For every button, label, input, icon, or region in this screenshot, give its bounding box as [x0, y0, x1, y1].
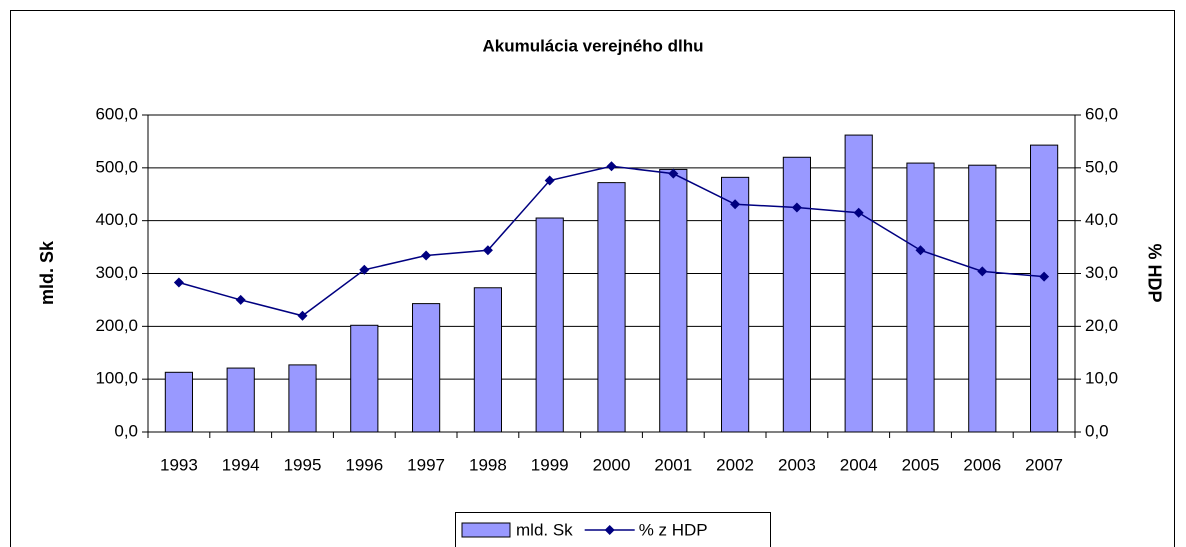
bar	[535, 217, 564, 433]
bar	[721, 176, 750, 433]
y2-tick-label: 60,0	[1085, 104, 1118, 123]
y2-tick-label: 0,0	[1085, 421, 1109, 440]
bar	[968, 164, 997, 433]
x-tick-label: 2001	[654, 455, 692, 474]
bar	[782, 156, 811, 433]
bar	[1030, 144, 1059, 433]
y-tick-label: 0,0	[114, 421, 138, 440]
y2-tick-label: 30,0	[1085, 263, 1118, 282]
x-tick-label: 1999	[531, 455, 569, 474]
bar	[288, 364, 317, 433]
x-tick-label: 2003	[778, 455, 816, 474]
x-tick-label: 1995	[284, 455, 322, 474]
y-tick-label: 100,0	[95, 369, 138, 388]
legend-marker	[604, 525, 615, 535]
x-tick-label: 1998	[469, 455, 507, 474]
line-marker	[1039, 271, 1050, 282]
bar	[226, 367, 255, 433]
line-marker	[359, 264, 370, 275]
y-axis-title: mld. Sk	[37, 240, 57, 305]
y2-tick-label: 40,0	[1085, 210, 1118, 229]
y2-tick-label: 50,0	[1085, 157, 1118, 176]
x-tick-label: 2006	[963, 455, 1001, 474]
bar	[659, 168, 688, 433]
line-marker	[730, 199, 741, 210]
y-tick-label: 600,0	[95, 104, 138, 123]
legend: mld. Sk % z HDP	[455, 512, 771, 547]
line-marker	[606, 161, 617, 172]
legend-label: % z HDP	[639, 520, 708, 539]
x-tick-label: 2004	[840, 455, 878, 474]
x-tick-label: 2007	[1025, 455, 1063, 474]
legend-label: mld. Sk	[516, 520, 573, 539]
bar	[597, 182, 626, 433]
line-marker	[853, 207, 864, 218]
line-marker	[482, 245, 493, 256]
line-marker	[297, 310, 308, 321]
y-tick-label: 200,0	[95, 316, 138, 335]
line-marker	[235, 294, 246, 305]
x-tick-label: 1994	[222, 455, 260, 474]
line-marker	[791, 202, 802, 213]
x-tick-label: 1997	[407, 455, 445, 474]
legend-swatch	[461, 522, 511, 538]
bar	[844, 134, 873, 433]
x-tick-label: 1993	[160, 455, 198, 474]
bar	[906, 162, 935, 433]
line-marker	[173, 277, 184, 288]
y-tick-label: 400,0	[95, 210, 138, 229]
x-tick-label: 2005	[902, 455, 940, 474]
x-tick-label: 2000	[593, 455, 631, 474]
y-tick-label: 500,0	[95, 157, 138, 176]
y2-tick-label: 10,0	[1085, 369, 1118, 388]
y2-axis-title: % HDP	[1144, 243, 1164, 302]
x-tick-label: 1996	[345, 455, 383, 474]
line-marker	[977, 266, 988, 277]
bar	[350, 324, 379, 433]
x-tick-label: 2002	[716, 455, 754, 474]
line-marker	[421, 250, 432, 261]
chart-title: Akumulácia verejného dlhu	[482, 36, 703, 55]
line-marker	[668, 168, 679, 179]
line-marker	[544, 175, 555, 186]
bar	[164, 371, 193, 433]
y-tick-label: 300,0	[95, 263, 138, 282]
y2-tick-label: 20,0	[1085, 316, 1118, 335]
bar	[473, 287, 502, 433]
bar	[412, 303, 441, 433]
line-marker	[915, 245, 926, 256]
